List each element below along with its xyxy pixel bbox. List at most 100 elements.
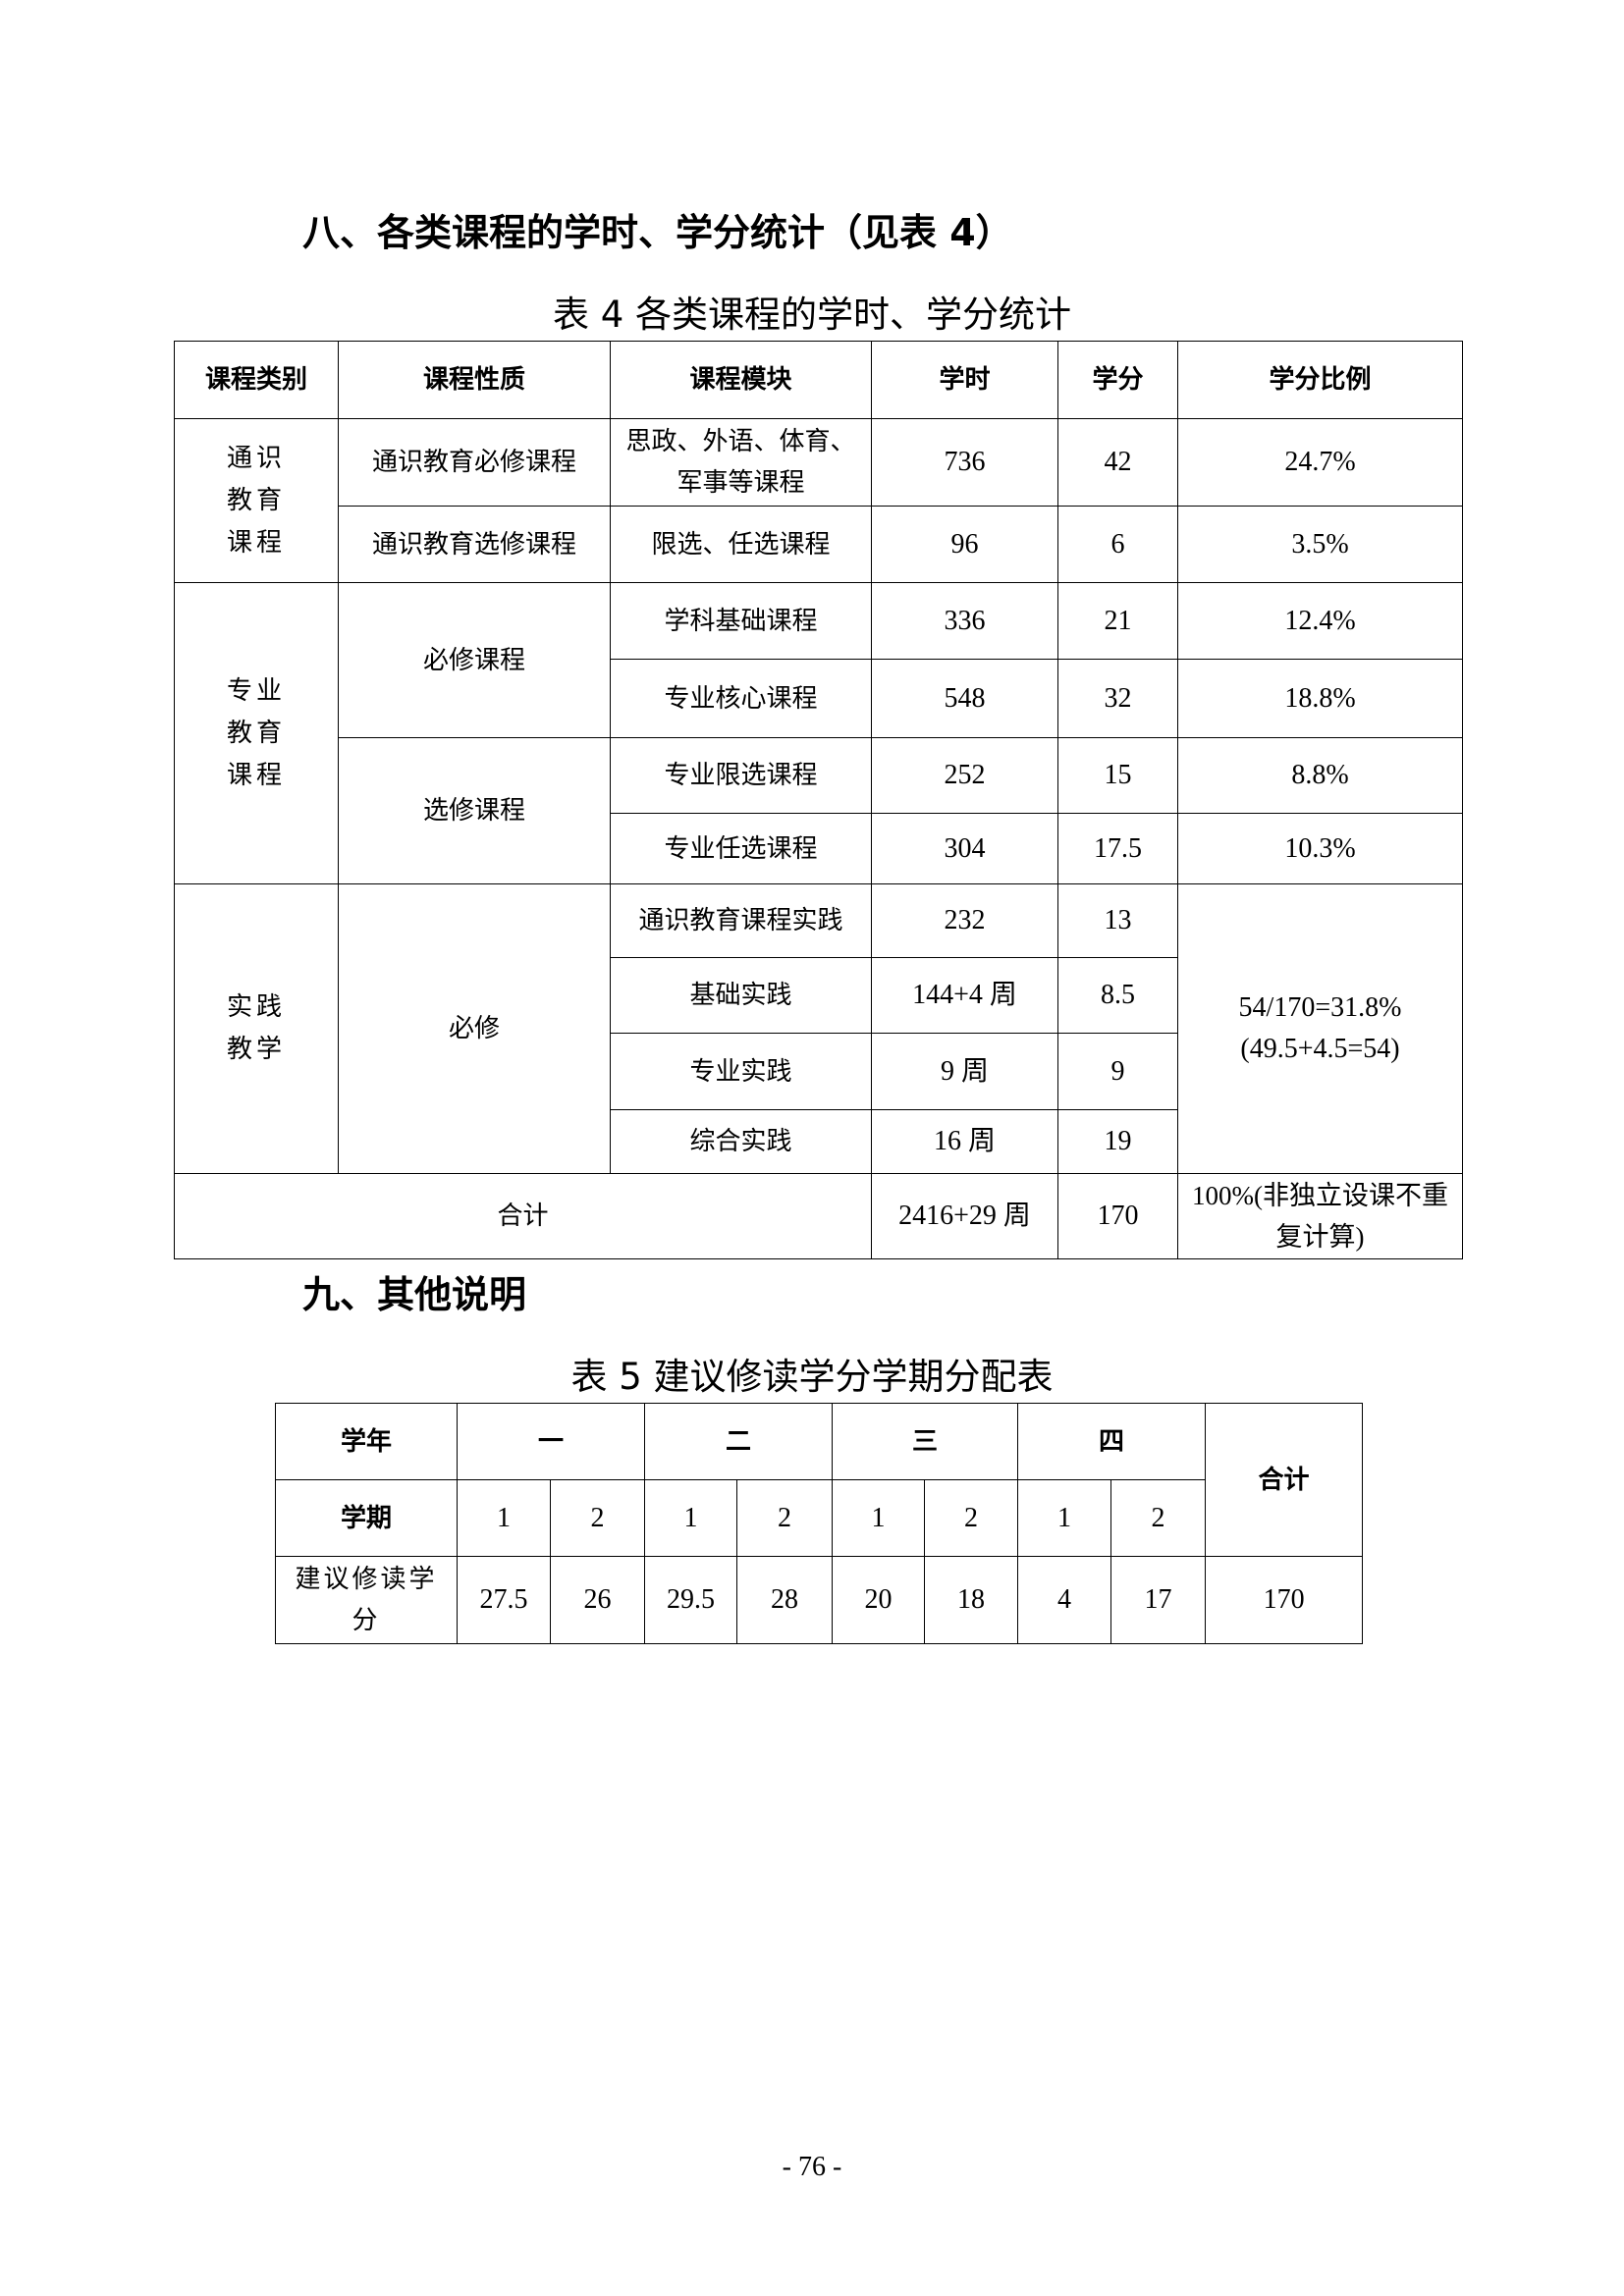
nature-cell: 必修 — [338, 883, 611, 1174]
table-5-caption: 表 5 建议修读学分学期分配表 — [570, 1356, 1054, 1398]
credits-cell: 29.5 — [644, 1556, 738, 1644]
nature-cell: 通识教育必修课程 — [338, 418, 611, 507]
term-cell: 1 — [1017, 1479, 1112, 1557]
group-general: 通识教育课程 — [227, 443, 287, 558]
total-ratio: 100%(非独立设课不重复计算) — [1177, 1173, 1463, 1259]
credits-cell: 42 — [1057, 418, 1178, 507]
credits-cell: 27.5 — [457, 1556, 551, 1644]
credits-cell: 28 — [736, 1556, 834, 1644]
total-label: 合计 — [1205, 1403, 1364, 1557]
total-credits: 170 — [1057, 1173, 1178, 1259]
credits-total: 170 — [1205, 1556, 1364, 1644]
year-2: 二 — [644, 1403, 834, 1480]
ratio-cell: 18.8% — [1177, 659, 1463, 738]
ratio-cell: 8.8% — [1177, 737, 1463, 814]
header-hours: 学时 — [871, 341, 1058, 419]
table-row: 通识教育课程 通识教育必修课程 思政、外语、体育、军事等课程 736 42 24… — [174, 418, 1463, 583]
term-label: 学期 — [275, 1479, 458, 1557]
credits-row: 建议修读学分 27.5 26 29.5 28 20 18 4 17 170 — [275, 1556, 1364, 1644]
total-hours: 2416+29 周 — [871, 1173, 1058, 1259]
ratio-cell: 10.3% — [1177, 813, 1463, 884]
table-4-caption: 表 4 各类课程的学时、学分统计 — [552, 294, 1072, 336]
credits-cell: 32 — [1057, 659, 1178, 738]
nature-cell: 必修课程 — [338, 582, 611, 738]
table-row: 基础实践 144+4 周 8.5 — [175, 957, 1463, 1034]
hours-cell: 252 — [871, 737, 1058, 814]
credits-cell: 21 — [1057, 582, 1178, 660]
hours-cell: 336 — [871, 582, 1058, 660]
hours-cell: 232 — [871, 883, 1058, 958]
credits-cell: 20 — [832, 1556, 926, 1644]
credits-cell: 8.5 — [1057, 957, 1178, 1034]
table-row: 综合实践 16 周 19 — [175, 1109, 1463, 1174]
practice-ratio-line1: 54/170=31.8% — [1238, 992, 1402, 1023]
hours-cell: 16 周 — [871, 1109, 1058, 1174]
hours-cell: 304 — [871, 813, 1058, 884]
module-cell: 专业限选课程 — [610, 737, 872, 814]
module-cell: 限选、任选课程 — [610, 506, 872, 583]
section-9-heading: 九、其他说明 — [302, 1273, 527, 1316]
header-nature: 课程性质 — [338, 341, 611, 419]
table-4: 课程类别 课程性质 课程模块 学时 学分 学分比例 通识教育课程 通识教育必修课… — [174, 341, 1463, 1259]
year-row: 学年 一 二 三 四 合计 — [275, 1403, 1364, 1557]
term-cell: 2 — [549, 1479, 646, 1557]
credits-cell: 18 — [924, 1556, 1019, 1644]
term-cell: 2 — [1110, 1479, 1207, 1557]
term-row: 学期 1 2 1 2 1 2 1 2 — [275, 1479, 1363, 1557]
table-row: 实践教学 必修 通识教育课程实践 232 13 54/170=31.8% (49… — [174, 883, 1463, 1174]
nature-cell: 选修课程 — [338, 737, 611, 884]
year-4: 四 — [1017, 1403, 1207, 1480]
section-8-heading: 八、各类课程的学时、学分统计（见表 4） — [302, 211, 1013, 254]
table-row: 选修课程 专业限选课程 252 15 8.8% — [175, 737, 1463, 884]
nature-cell: 通识教育选修课程 — [338, 506, 611, 583]
credits-label: 建议修读学分 — [275, 1556, 458, 1644]
term-cell: 2 — [736, 1479, 834, 1557]
table-row: 专业实践 9 周 9 — [175, 1033, 1463, 1110]
total-row: 合计 2416+29 周 170 100%(非独立设课不重复计算) — [174, 1173, 1463, 1259]
credits-cell: 15 — [1057, 737, 1178, 814]
credits-cell: 17 — [1110, 1556, 1207, 1644]
module-cell: 通识教育课程实践 — [610, 883, 872, 958]
year-1: 一 — [456, 1403, 646, 1480]
term-cell: 2 — [924, 1479, 1019, 1557]
credits-cell: 4 — [1017, 1556, 1112, 1644]
total-label: 合计 — [174, 1173, 872, 1259]
hours-cell: 736 — [871, 418, 1058, 507]
module-cell: 专业实践 — [610, 1033, 872, 1110]
module-cell: 专业核心课程 — [610, 659, 872, 738]
module-cell: 综合实践 — [610, 1109, 872, 1174]
table-5: 学年 一 二 三 四 合计 学期 1 2 1 2 1 2 1 2 建议修读学分 … — [275, 1403, 1364, 1644]
credits-cell: 6 — [1057, 506, 1178, 583]
credits-cell: 9 — [1057, 1033, 1178, 1110]
practice-ratio-cell: 54/170=31.8% (49.5+4.5=54) — [1177, 883, 1463, 1174]
credits-cell: 19 — [1057, 1109, 1178, 1174]
group-practice: 实践教学 — [227, 992, 287, 1064]
module-cell: 基础实践 — [610, 957, 872, 1034]
hours-cell: 548 — [871, 659, 1058, 738]
hours-cell: 96 — [871, 506, 1058, 583]
term-cell: 1 — [644, 1479, 738, 1557]
table-header-row: 课程类别 课程性质 课程模块 学时 学分 学分比例 — [174, 341, 1463, 419]
year-3: 三 — [832, 1403, 1019, 1480]
year-label: 学年 — [275, 1403, 458, 1480]
header-ratio: 学分比例 — [1177, 341, 1463, 419]
term-cell: 1 — [832, 1479, 926, 1557]
ratio-cell: 24.7% — [1177, 418, 1463, 507]
table-row: 专业教育课程 必修课程 学科基础课程 336 21 12.4% — [174, 582, 1463, 884]
credits-cell: 17.5 — [1057, 813, 1178, 884]
hours-cell: 9 周 — [871, 1033, 1058, 1110]
module-cell: 专业任选课程 — [610, 813, 872, 884]
table-row: 专业任选课程 304 17.5 10.3% — [175, 813, 1463, 884]
table-row: 通识教育选修课程 限选、任选课程 96 6 3.5% — [175, 506, 1463, 583]
module-cell: 思政、外语、体育、军事等课程 — [610, 418, 872, 507]
hours-cell: 144+4 周 — [871, 957, 1058, 1034]
ratio-cell: 12.4% — [1177, 582, 1463, 660]
practice-ratio-line2: (49.5+4.5=54) — [1240, 1034, 1400, 1064]
header-module: 课程模块 — [610, 341, 872, 419]
group-major: 专业教育课程 — [227, 675, 287, 790]
credits-cell: 26 — [549, 1556, 646, 1644]
header-category: 课程类别 — [174, 341, 339, 419]
term-cell: 1 — [457, 1479, 551, 1557]
ratio-cell: 3.5% — [1177, 506, 1463, 583]
page-number: - 76 - — [782, 2152, 842, 2182]
